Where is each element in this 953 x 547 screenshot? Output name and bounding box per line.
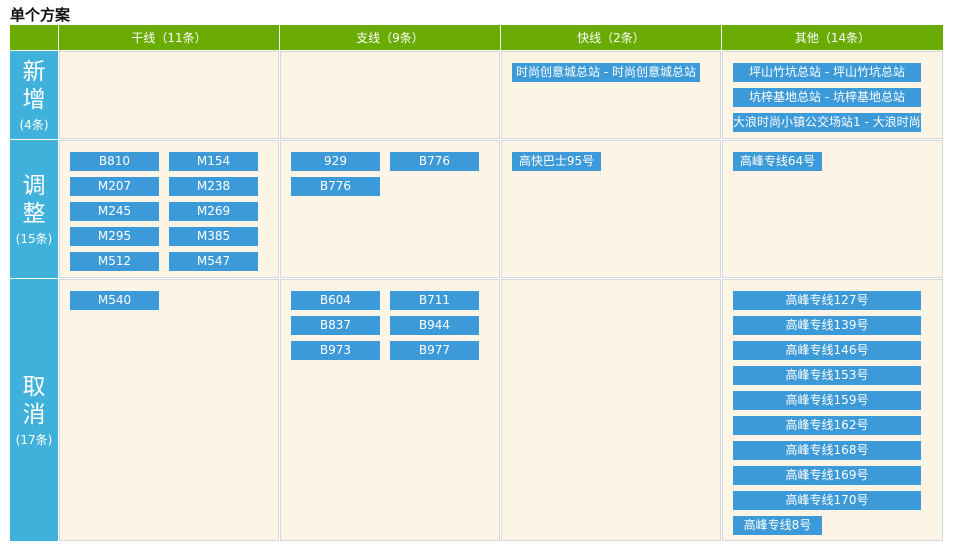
column-header: 其他（14条） — [722, 25, 943, 50]
table-cell — [501, 279, 721, 541]
route-button[interactable]: M238 — [169, 177, 258, 196]
column-header: 快线（2条） — [501, 25, 721, 50]
row-label: 调整 — [22, 172, 46, 227]
route-button[interactable]: B977 — [390, 341, 479, 360]
route-button[interactable]: B604 — [291, 291, 380, 310]
table-cell: B604 B711 B837 B944 B973 B977 — [280, 279, 500, 541]
row-header: 调整 (15条) — [10, 140, 58, 278]
route-button[interactable]: 高峰专线162号 — [733, 416, 921, 435]
route-button[interactable]: 高峰专线146号 — [733, 341, 921, 360]
route-button[interactable]: 高峰专线64号 — [733, 152, 822, 171]
route-button[interactable]: 高快巴士95号 — [512, 152, 601, 171]
column-header: 干线（11条） — [59, 25, 279, 50]
table-cell: 高峰专线64号 — [722, 140, 943, 278]
table-cell: 高快巴士95号 — [501, 140, 721, 278]
table-cell — [280, 51, 500, 139]
route-button[interactable]: M207 — [70, 177, 159, 196]
route-button[interactable]: 929 — [291, 152, 380, 171]
row-header: 取消 (17条) — [10, 279, 58, 541]
route-button[interactable]: 高峰专线127号 — [733, 291, 921, 310]
route-button[interactable]: 高峰专线169号 — [733, 466, 921, 485]
column-header: 支线（9条） — [280, 25, 500, 50]
route-button[interactable]: M512 — [70, 252, 159, 271]
route-button[interactable]: B776 — [390, 152, 479, 171]
route-button[interactable]: M385 — [169, 227, 258, 246]
corner-header — [10, 25, 58, 50]
route-button[interactable]: 高峰专线139号 — [733, 316, 921, 335]
row-count: (17条) — [15, 432, 53, 447]
route-button[interactable]: B837 — [291, 316, 380, 335]
route-button[interactable]: B944 — [390, 316, 479, 335]
route-button[interactable]: M540 — [70, 291, 159, 310]
route-button[interactable]: M245 — [70, 202, 159, 221]
row-header: 新增 (4条) — [10, 51, 58, 139]
route-button[interactable]: 大浪时尚小镇公交场站1 - 大浪时尚小镇公交场站1 — [733, 113, 921, 132]
row-label: 取消 — [22, 373, 46, 428]
row-count: (15条) — [15, 231, 53, 246]
plan-table: 干线（11条） 支线（9条） 快线（2条） 其他（14条） 新增 (4条) 时尚创意城总站 … — [10, 25, 943, 541]
table-cell: 时尚创意城总站 - 时尚创意城总站 — [501, 51, 721, 139]
route-button[interactable]: 高峰专线153号 — [733, 366, 921, 385]
route-button[interactable]: B973 — [291, 341, 380, 360]
row-label: 新增 — [22, 58, 46, 113]
table-cell: 高峰专线127号 高峰专线139号 高峰专线146号 高峰专线153号 高峰专线159号… — [722, 279, 943, 541]
route-button[interactable]: B711 — [390, 291, 479, 310]
row-count: (4条) — [19, 117, 49, 132]
table-cell: M540 — [59, 279, 279, 541]
route-button[interactable]: 时尚创意城总站 - 时尚创意城总站 — [512, 63, 700, 82]
route-button[interactable]: 高峰专线159号 — [733, 391, 921, 410]
route-button[interactable]: B810 — [70, 152, 159, 171]
route-button[interactable]: M154 — [169, 152, 258, 171]
route-button[interactable]: M547 — [169, 252, 258, 271]
route-button[interactable]: 坪山竹坑总站 - 坪山竹坑总站 — [733, 63, 921, 82]
table-cell: 929 B776 B776 — [280, 140, 500, 278]
table-cell — [59, 51, 279, 139]
route-button[interactable]: M295 — [70, 227, 159, 246]
route-button[interactable]: 高峰专线170号 — [733, 491, 921, 510]
route-button[interactable]: B776 — [291, 177, 380, 196]
table-cell: 坪山竹坑总站 - 坪山竹坑总站 坑梓基地总站 - 坑梓基地总站 大浪时尚小镇公交场站… — [722, 51, 943, 139]
route-button[interactable]: 高峰专线168号 — [733, 441, 921, 460]
table-cell: B810 M154 M207 M238 M245 M269 M295 M385 M512 M547 — [59, 140, 279, 278]
route-button[interactable]: 坑梓基地总站 - 坑梓基地总站 — [733, 88, 921, 107]
route-button[interactable]: 高峰专线8号 — [733, 516, 822, 535]
route-button[interactable]: M269 — [169, 202, 258, 221]
title: 单个方案 — [10, 6, 71, 24]
